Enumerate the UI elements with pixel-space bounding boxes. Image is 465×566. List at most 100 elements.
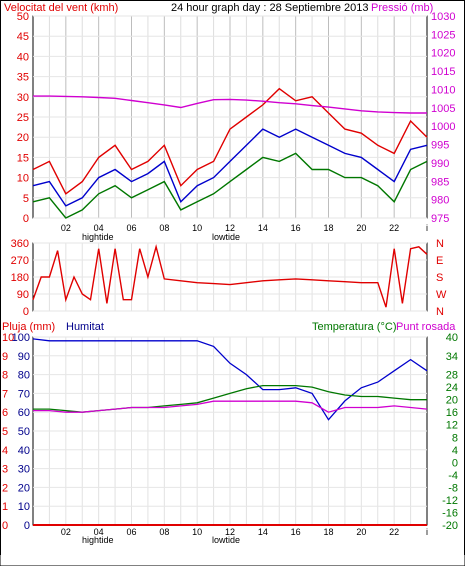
hour-label: 12 bbox=[225, 223, 235, 233]
temperature-tick: 12 bbox=[446, 420, 458, 432]
wind-speed-tick: 50 bbox=[17, 11, 29, 23]
hour-label: 10 bbox=[192, 527, 202, 537]
wind-speed-tick: 15 bbox=[17, 152, 29, 164]
compass-tick: E bbox=[436, 255, 443, 267]
pressure-tick: 975 bbox=[431, 213, 449, 225]
pressure-tick: 1025 bbox=[431, 29, 455, 41]
pressure-tick: 1020 bbox=[431, 48, 455, 60]
rain-tick: 0 bbox=[2, 520, 8, 532]
tide-label-1: hightide bbox=[82, 232, 114, 242]
humidity-tick: 100 bbox=[12, 332, 30, 344]
bottom-strip bbox=[0, 555, 465, 566]
humidity-tick: 60 bbox=[18, 407, 30, 419]
humidity-tick: 30 bbox=[18, 464, 30, 476]
hour-label: 04 bbox=[94, 223, 104, 233]
pressure-axis: 975 980 985 990 995 1000 1005 1010 1015 1020 1025 1… bbox=[431, 11, 455, 225]
rain-tick: 2 bbox=[2, 482, 8, 494]
rain-title: Pluja (mm) bbox=[2, 321, 55, 333]
hour-label: 04 bbox=[94, 527, 104, 537]
hour-label: 02 bbox=[61, 223, 71, 233]
temperature-tick: -16 bbox=[442, 507, 458, 519]
wind-speed-tick: 5 bbox=[23, 193, 29, 205]
temperature-tick: 16 bbox=[446, 407, 458, 419]
series-wind-direction bbox=[32, 244, 428, 308]
rain-humidity-temp-series bbox=[32, 338, 428, 526]
wind-speed-title: Velocitat del vent (kmh) bbox=[4, 2, 118, 14]
wind-speed-tick: 20 bbox=[17, 132, 29, 144]
hour-label: 06 bbox=[126, 527, 136, 537]
temperature-tick: -4 bbox=[448, 470, 458, 482]
panel3-hour-labels: 02 04 06 08 10 12 14 16 18 20 22 i bbox=[61, 527, 428, 537]
hour-label: 22 bbox=[389, 223, 399, 233]
hour-label: 20 bbox=[356, 223, 366, 233]
humidity-tick: 20 bbox=[18, 482, 30, 494]
compass-tick: W bbox=[436, 289, 447, 301]
wind-direction-axis: 0 90 180 270 360 bbox=[11, 238, 29, 318]
compass-tick: S bbox=[436, 272, 443, 284]
hour-label: 08 bbox=[159, 527, 169, 537]
direction-tick: 0 bbox=[23, 306, 29, 318]
direction-tick: 270 bbox=[11, 255, 29, 267]
temperature-tick: 40 bbox=[446, 332, 458, 344]
panel1-hour-labels: 02 04 06 08 10 12 14 16 18 20 22 i bbox=[61, 223, 428, 233]
humidity-tick: 10 bbox=[18, 501, 30, 513]
hour-label: 12 bbox=[225, 527, 235, 537]
hour-label: 14 bbox=[258, 223, 268, 233]
hour-label: i bbox=[426, 223, 428, 233]
humidity-tick: 80 bbox=[18, 370, 30, 382]
temperature-tick: 34 bbox=[446, 351, 458, 363]
series-pressure bbox=[33, 95, 427, 114]
pressure-tick: 990 bbox=[431, 158, 449, 170]
wind-direction-series bbox=[32, 244, 428, 308]
dewpoint-title: Punt rosada bbox=[396, 321, 456, 333]
hour-label: 06 bbox=[126, 223, 136, 233]
direction-tick: 180 bbox=[11, 272, 29, 284]
wind-speed-tick: 35 bbox=[17, 72, 29, 84]
tide-label-2: lowtide bbox=[212, 232, 240, 242]
pressure-tick: 1015 bbox=[431, 66, 455, 78]
series-dewpoint bbox=[33, 400, 428, 413]
temperature-tick: 0 bbox=[452, 457, 458, 469]
temperature-tick: 8 bbox=[452, 432, 458, 444]
hour-label: i bbox=[426, 527, 428, 537]
tide-label-3: hightide bbox=[82, 535, 114, 545]
series-minimum bbox=[32, 152, 428, 219]
series-gust bbox=[32, 87, 428, 195]
temperature-tick: 20 bbox=[446, 395, 458, 407]
rain-tick: 1 bbox=[2, 501, 8, 513]
wind-speed-tick: 10 bbox=[17, 173, 29, 185]
pressure-tick: 1000 bbox=[431, 121, 455, 133]
chart-title: 24 hour graph day : 28 Septiembre 2013 bbox=[171, 2, 369, 14]
series-average bbox=[32, 128, 428, 207]
hour-label: 16 bbox=[291, 527, 301, 537]
pressure-tick: 995 bbox=[431, 140, 449, 152]
wind-speed-tick: 0 bbox=[23, 213, 29, 225]
compass-tick: N bbox=[436, 306, 444, 318]
temperature-tick: -8 bbox=[448, 482, 458, 494]
hour-label: 22 bbox=[389, 527, 399, 537]
temperature-tick: 24 bbox=[446, 382, 458, 394]
hour-label: 16 bbox=[291, 223, 301, 233]
compass-tick: N bbox=[436, 238, 444, 250]
hour-label: 10 bbox=[192, 223, 202, 233]
pressure-tick: 985 bbox=[431, 176, 449, 188]
wind-speed-tick: 40 bbox=[17, 51, 29, 63]
temperature-tick: 4 bbox=[452, 445, 458, 457]
rain-tick: 7 bbox=[2, 388, 8, 400]
humidity-tick: 70 bbox=[18, 388, 30, 400]
wind-speed-tick: 45 bbox=[17, 31, 29, 43]
pressure-tick: 980 bbox=[431, 195, 449, 207]
hour-label: 14 bbox=[258, 527, 268, 537]
direction-tick: 90 bbox=[17, 289, 29, 301]
direction-tick: 360 bbox=[11, 238, 29, 250]
temperature-title: Temperatura (°C) bbox=[312, 321, 396, 333]
hour-label: 02 bbox=[61, 527, 71, 537]
panel2-grid bbox=[33, 242, 427, 312]
